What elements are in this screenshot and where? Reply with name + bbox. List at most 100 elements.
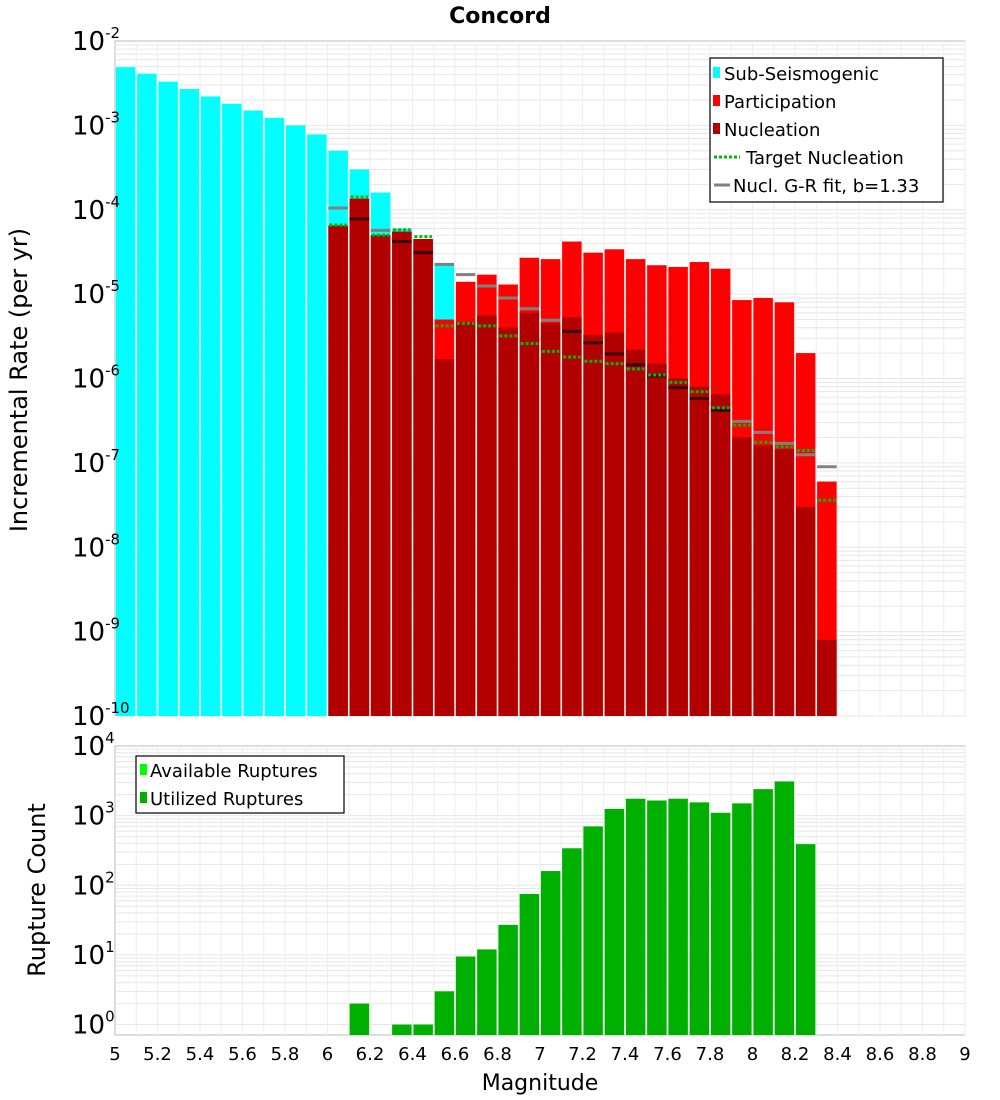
legend-item-available-ruptures: Available Ruptures [140, 761, 318, 782]
utilized-ruptures-bar [647, 800, 667, 1035]
bottom-y-tick-label: 102 [72, 868, 115, 901]
utilized-ruptures-bar [477, 949, 497, 1035]
nucleation-bar [328, 225, 348, 716]
sub-seismogenic-bar [243, 110, 263, 716]
nucleation-bar [540, 323, 561, 716]
nucleation-bar [455, 321, 476, 716]
top-y-ticks: 10-2 10-3 10-4 10-5 10-6 10-7 10-8 10-9 10-10 [72, 24, 130, 732]
utilized-ruptures-bar [625, 798, 646, 1035]
sub-seismogenic-bar [137, 73, 157, 716]
bottom-plot: 100 101 102 103 104 5 5.2 5.4 5.6 5.8 6 6.2 6.4 6.6 6… [23, 729, 971, 1096]
legend-label-target-nucleation: Target Nucleation [745, 148, 904, 169]
nucleation-bar [732, 437, 752, 716]
x-tick-label: 8 [747, 1044, 758, 1065]
top-y-tick-label: 10-8 [72, 530, 120, 563]
x-tick-label: 6.8 [483, 1044, 512, 1065]
utilized-ruptures-bar [519, 893, 540, 1035]
bottom-legend-box [135, 755, 345, 814]
bottom-legend: Available Ruptures Utilized Ruptures [135, 755, 345, 814]
utilized-ruptures-bar [349, 1003, 370, 1035]
utilized-ruptures-bar [434, 991, 455, 1035]
x-tick-label: 6.6 [441, 1044, 470, 1065]
x-axis-label: Magnitude [482, 1071, 599, 1096]
bottom-y-ticks: 100 101 102 103 104 [72, 729, 115, 1041]
x-tick-label: 5.6 [228, 1044, 257, 1065]
x-tick-label: 8.2 [781, 1044, 810, 1065]
bottom-y-tick-label: 103 [72, 799, 115, 832]
sub-seismogenic-bar [264, 117, 285, 717]
legend-label-sub-seismogenic: Sub-Seismogenic [724, 64, 879, 85]
bottom-y-tick-label: 104 [72, 729, 115, 762]
nucleation-bar [349, 198, 370, 717]
bottom-y-tick-label: 101 [72, 938, 115, 971]
nucleation-bar [774, 449, 795, 716]
nucleation-bar [647, 363, 667, 716]
nucleation-bar [817, 639, 837, 716]
sub-seismogenic-bar [307, 134, 327, 717]
bottom-bars [349, 781, 816, 1035]
nucleation-bar [498, 327, 518, 716]
bottom-y-axis-label: Rupture Count [23, 803, 51, 977]
legend-item-gr-fit: Nucl. G-R fit, b=1.33 [714, 176, 919, 197]
nucleation-bar [604, 332, 625, 716]
x-tick-label: 9 [959, 1044, 970, 1065]
utilized-ruptures-bar [455, 956, 476, 1035]
legend-swatch-available-ruptures [140, 764, 147, 775]
nucleation-bar [413, 239, 433, 716]
nucleation-bar [753, 445, 773, 716]
top-y-tick-label: 10-7 [72, 446, 120, 479]
legend-label-nucleation: Nucleation [724, 120, 820, 141]
x-tick-label: 7 [534, 1044, 545, 1065]
sub-seismogenic-bar [200, 96, 221, 716]
utilized-ruptures-bar [413, 1024, 433, 1035]
legend-item-nucleation: Nucleation [713, 120, 820, 141]
utilized-ruptures-bar [668, 798, 688, 1035]
top-bars [115, 67, 837, 717]
top-y-tick-label: 10-6 [72, 362, 120, 395]
top-y-axis-label: Incremental Rate (per yr) [5, 228, 33, 532]
x-tick-label: 6.4 [398, 1044, 427, 1065]
x-tick-label: 8.6 [866, 1044, 895, 1065]
sub-seismogenic-bar [179, 88, 200, 716]
x-tick-label: 6 [322, 1044, 333, 1065]
x-tick-label: 5 [109, 1044, 120, 1065]
legend-item-sub-seismogenic: Sub-Seismogenic [713, 64, 879, 85]
legend-label-available-ruptures: Available Ruptures [150, 761, 318, 782]
top-y-tick-label: 10-2 [72, 24, 120, 57]
x-tick-label: 7.6 [653, 1044, 682, 1065]
utilized-ruptures-bar [540, 871, 561, 1035]
x-tick-label: 5.2 [143, 1044, 172, 1065]
nucleation-bar [477, 315, 497, 716]
legend-swatch-nucleation [713, 123, 720, 134]
nucleation-bar [689, 386, 710, 716]
top-legend: Sub-Seismogenic Participation Nucleation… [709, 57, 944, 203]
top-y-tick-label: 10-10 [72, 699, 130, 732]
chart-title: Concord [449, 4, 551, 29]
top-y-tick-label: 10-3 [72, 108, 120, 141]
bottom-y-tick-label: 100 [72, 1008, 115, 1041]
x-tick-label: 7.8 [696, 1044, 725, 1065]
legend-label-gr-fit: Nucl. G-R fit, b=1.33 [733, 176, 919, 197]
top-plot: 10-2 10-3 10-4 10-5 10-6 10-7 10-8 10-9 10-10 In… [5, 24, 966, 732]
nucleation-bar [370, 235, 391, 716]
top-y-tick-label: 10-5 [72, 277, 120, 310]
utilized-ruptures-bar [710, 812, 731, 1035]
sub-seismogenic-bar [285, 125, 306, 716]
legend-item-participation: Participation [713, 92, 836, 113]
nucleation-bar [392, 231, 412, 716]
nucleation-bar [710, 394, 731, 716]
utilized-ruptures-bar [774, 781, 795, 1035]
x-ticks: 5 5.2 5.4 5.6 5.8 6 6.2 6.4 6.6 6.8 7 7.2 7.4 7.6 7.8 8… [109, 1044, 970, 1065]
legend-item-target-nucleation: Target Nucleation [714, 148, 904, 169]
top-y-tick-label: 10-9 [72, 615, 120, 648]
legend-swatch-participation [713, 95, 720, 106]
top-y-tick-label: 10-4 [72, 193, 120, 226]
x-tick-label: 7.4 [611, 1044, 640, 1065]
sub-seismogenic-bar [158, 81, 178, 717]
nucleation-bar [668, 378, 688, 716]
x-tick-label: 8.8 [908, 1044, 937, 1065]
nucleation-bar [562, 317, 582, 716]
nucleation-bar [434, 359, 455, 716]
x-tick-label: 7.2 [568, 1044, 597, 1065]
